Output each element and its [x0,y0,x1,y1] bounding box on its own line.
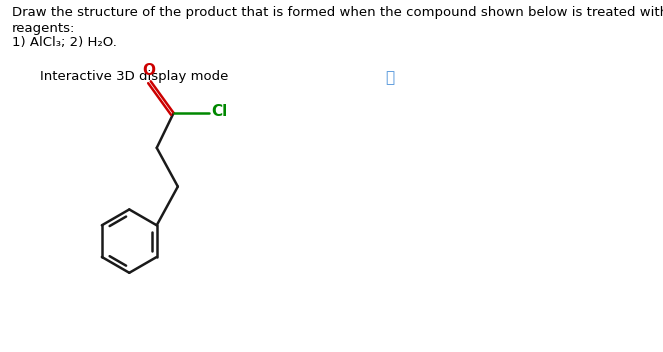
Text: reagents:: reagents: [12,22,76,35]
Text: Draw the structure of the product that is formed when the compound shown below i: Draw the structure of the product that i… [12,6,663,19]
Text: ⓘ: ⓘ [385,70,394,85]
Text: Interactive 3D display mode: Interactive 3D display mode [40,70,228,83]
Text: 1) AlCl₃; 2) H₂O.: 1) AlCl₃; 2) H₂O. [12,36,117,49]
Text: Cl: Cl [211,105,227,119]
Text: O: O [143,63,155,78]
